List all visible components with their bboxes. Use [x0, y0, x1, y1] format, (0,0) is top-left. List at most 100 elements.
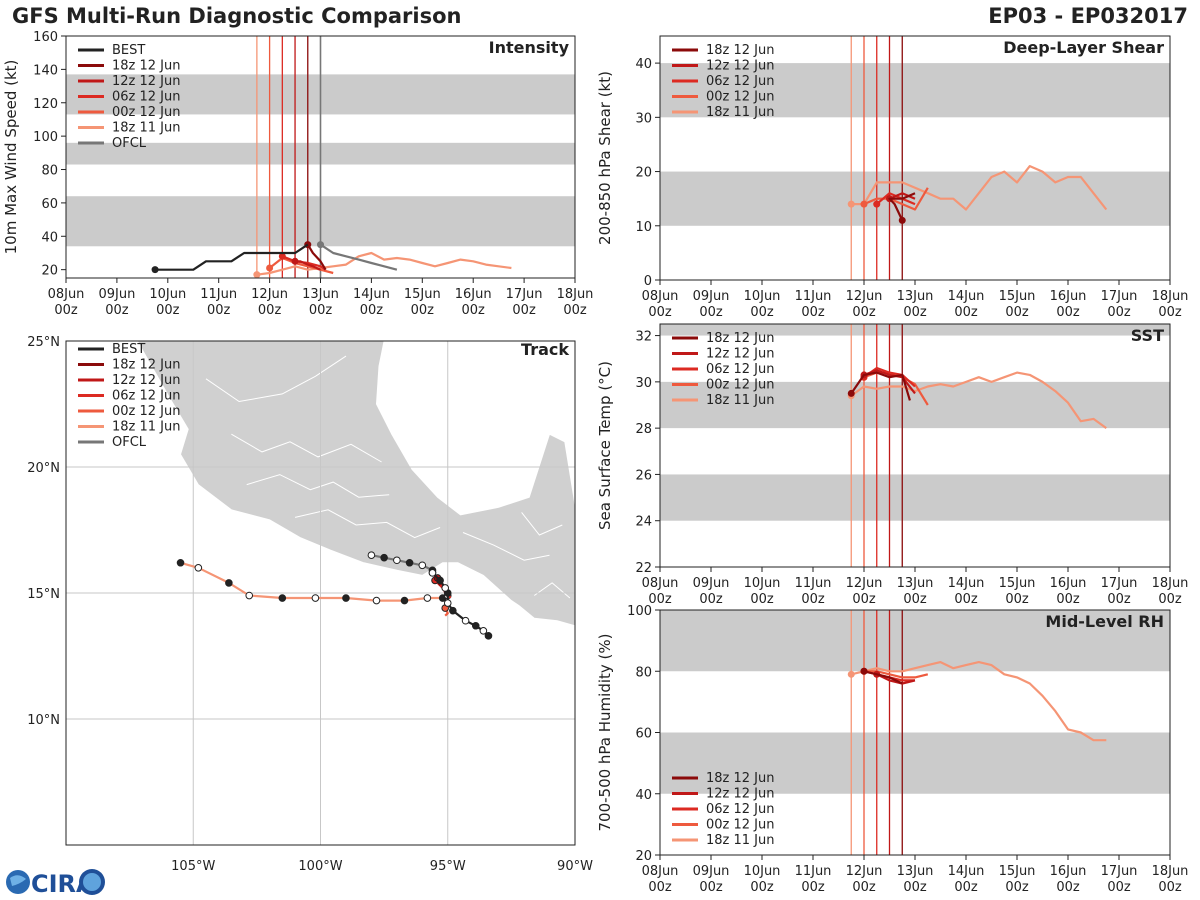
threshold-band [660, 63, 1170, 118]
x-tick-label: 18Jun [1152, 576, 1189, 591]
x-tick-label: 17Jun [1101, 576, 1138, 591]
series-start-marker [860, 200, 868, 208]
y-axis-label: 700-500 hPa Humidity (%) [596, 633, 614, 831]
legend-label: 18z 11 Jun [112, 121, 181, 136]
y-tick-label: 80 [635, 665, 652, 680]
y-axis-label: Sea Surface Temp (°C) [596, 361, 614, 530]
track-point [436, 576, 444, 585]
track-point [441, 584, 450, 592]
track-point [418, 561, 427, 570]
x-tick-label: 13Jun [897, 576, 934, 591]
state-border [294, 509, 441, 539]
x-tick-label: 17Jun [506, 287, 543, 302]
series-line [256, 251, 512, 276]
track-point [449, 606, 457, 615]
x-tick-label: 00z [801, 880, 825, 895]
series-line [850, 371, 1107, 429]
x-tick-label: 00z [954, 592, 978, 607]
track-point [367, 551, 376, 560]
y-tick-label: 160 [33, 30, 58, 45]
panel-title: Deep-Layer Shear [1003, 38, 1164, 57]
x-tick-label: 00z [699, 305, 723, 320]
state-border [521, 512, 563, 536]
series-line [876, 673, 916, 685]
series-start-marker [898, 216, 906, 224]
y-tick-label: 140 [33, 63, 58, 78]
legend-label: 18z 12 Jun [112, 358, 181, 373]
series-start-marker [317, 241, 324, 249]
x-tick-label: 14Jun [353, 287, 390, 302]
x-tick-label: 00z [852, 305, 876, 320]
x-tick-label: 00z [903, 592, 927, 607]
x-tick-label: 17Jun [1101, 864, 1138, 879]
y-tick-label: 30 [635, 376, 652, 391]
x-tick-label: 11Jun [200, 287, 237, 302]
y-axis-label: 10m Max Wind Speed (kt) [2, 60, 20, 255]
panel-shear: 01020304008Jun00z09Jun00z10Jun00z11Jun00… [596, 35, 1188, 320]
x-tick-label: 00z [1158, 880, 1182, 895]
x-tick-label: 00z [563, 303, 587, 318]
series-start-marker [278, 252, 286, 260]
x-tick-label: 00z [750, 305, 774, 320]
x-tick-label: 12Jun [846, 576, 883, 591]
x-tick-label: 00z [1107, 880, 1131, 895]
track-point [278, 594, 287, 602]
x-tick-label: 00z [156, 303, 180, 318]
series-line [863, 670, 903, 685]
x-tick-label: 00z [1158, 305, 1182, 320]
x-tick-label: 00z [462, 303, 486, 318]
state-border [231, 433, 382, 463]
lon-label: 90°W [557, 859, 593, 874]
x-tick-label: 00z [903, 880, 927, 895]
x-tick-label: 15Jun [404, 287, 441, 302]
track-point [428, 569, 437, 577]
x-tick-label: 16Jun [455, 287, 492, 302]
legend-label: 18z 11 Jun [706, 833, 775, 848]
track-point [176, 558, 185, 567]
legend-label: 12z 12 Jun [706, 59, 775, 74]
y-tick-label: 80 [41, 164, 58, 179]
y-tick-label: 40 [635, 788, 652, 803]
x-tick-label: 00z [699, 880, 723, 895]
x-tick-label: 00z [1005, 880, 1029, 895]
x-tick-label: 10Jun [744, 289, 781, 304]
y-tick-label: 10 [635, 220, 652, 235]
x-tick-label: 00z [1056, 880, 1080, 895]
series-start-marker [873, 200, 881, 208]
lon-label: 100°W [298, 859, 342, 874]
y-tick-label: 20 [635, 166, 652, 181]
y-tick-label: 32 [635, 330, 652, 345]
threshold-band [660, 610, 1170, 672]
x-tick-label: 00z [1107, 305, 1131, 320]
y-tick-label: 40 [41, 230, 58, 245]
x-tick-label: 00z [648, 305, 672, 320]
series-line [850, 371, 911, 401]
legend-label: BEST [112, 43, 145, 58]
lat-label: 10°N [27, 713, 60, 728]
y-tick-label: 24 [635, 515, 652, 530]
x-tick-label: 11Jun [795, 576, 832, 591]
series-line [888, 192, 916, 221]
panel-intensity: 2040608010012014016008Jun00z09Jun00z10Ju… [2, 30, 593, 318]
panel-title: Track [521, 340, 569, 359]
x-tick-label: 14Jun [948, 576, 985, 591]
track-line [431, 572, 490, 637]
x-tick-label: 09Jun [693, 864, 730, 879]
x-tick-label: 10Jun [744, 864, 781, 879]
x-tick-label: 11Jun [795, 864, 832, 879]
track-point [245, 591, 254, 600]
lat-label: 15°N [27, 587, 60, 602]
track-point [479, 627, 488, 635]
series-start-marker [847, 389, 855, 397]
globe-land-icon [10, 875, 26, 886]
series-start-marker [860, 667, 868, 675]
x-tick-label: 09Jun [693, 576, 730, 591]
x-tick-label: 00z [750, 880, 774, 895]
track-point [471, 621, 480, 630]
legend-label: 06z 12 Jun [706, 362, 775, 377]
legend-label: 00z 12 Jun [706, 378, 775, 393]
legend-label: 18z 11 Jun [706, 393, 775, 408]
series-line [851, 165, 1108, 211]
x-tick-label: 12Jun [251, 287, 288, 302]
